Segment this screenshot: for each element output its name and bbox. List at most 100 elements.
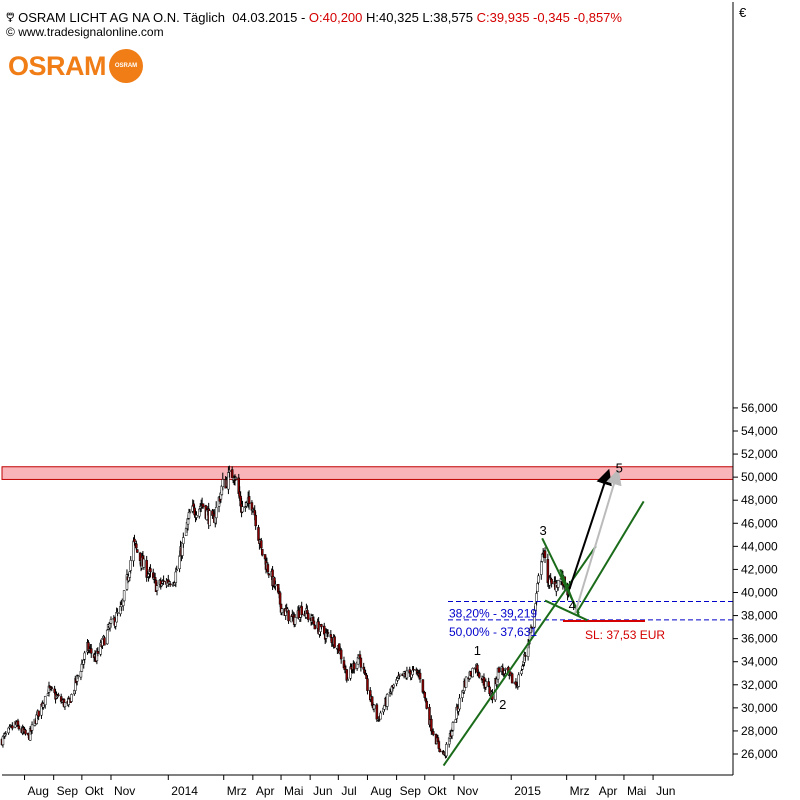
candle-body bbox=[287, 610, 290, 622]
candle-body bbox=[105, 629, 109, 645]
x-tick-label: Apr bbox=[256, 784, 275, 798]
candle-body bbox=[329, 634, 333, 638]
candle-body bbox=[208, 510, 211, 527]
candle-body bbox=[504, 668, 507, 670]
candle-body bbox=[346, 679, 349, 681]
candle-body bbox=[257, 527, 260, 541]
candle-body bbox=[116, 612, 119, 614]
y-tick-label: 52,000 bbox=[741, 447, 778, 461]
candle-body bbox=[379, 712, 382, 720]
candle-body bbox=[300, 606, 303, 616]
y-tick-label: 34,000 bbox=[741, 655, 778, 669]
candle-body bbox=[536, 583, 539, 592]
y-tick-label: 44,000 bbox=[741, 539, 778, 553]
candle-body bbox=[418, 672, 422, 680]
candle-body bbox=[129, 560, 132, 571]
y-tick-label: 30,000 bbox=[741, 701, 778, 715]
candle-body bbox=[221, 479, 225, 487]
candle-body bbox=[16, 720, 20, 726]
candle-body bbox=[375, 704, 379, 720]
candle-body bbox=[83, 652, 86, 660]
candle-body bbox=[534, 603, 537, 612]
candle-body bbox=[198, 508, 201, 517]
candle-body bbox=[267, 573, 271, 576]
x-tick-label: Nov bbox=[114, 784, 135, 798]
candle-body bbox=[80, 663, 84, 672]
projection-arrow bbox=[574, 468, 622, 614]
open-value: O:40,200 bbox=[308, 10, 363, 25]
candle-body bbox=[50, 687, 54, 689]
candle-body bbox=[421, 679, 425, 693]
candle-body bbox=[537, 575, 540, 584]
candle-body bbox=[307, 613, 310, 620]
candle-body bbox=[63, 702, 67, 707]
candle-body bbox=[353, 663, 356, 670]
candle-body bbox=[133, 538, 136, 543]
x-tick-label: Apr bbox=[599, 784, 618, 798]
candle-body bbox=[136, 549, 139, 553]
candle-body bbox=[201, 503, 205, 508]
candle-body bbox=[471, 668, 474, 678]
chart-header: 🜵 OSRAM LICHT AG NA O.N. Täglich 04.03.2… bbox=[6, 10, 622, 25]
trendline bbox=[442, 545, 597, 767]
wave-label: 3 bbox=[540, 523, 547, 538]
candle-body bbox=[149, 568, 152, 573]
candle-body bbox=[76, 675, 80, 678]
candle-body bbox=[478, 672, 481, 678]
x-tick-label: Jun bbox=[313, 784, 332, 798]
candle-body bbox=[168, 583, 172, 586]
candle-body bbox=[385, 694, 389, 707]
candle-body bbox=[178, 555, 181, 569]
candle-body bbox=[326, 632, 330, 634]
candle-body bbox=[182, 537, 185, 544]
candle-body bbox=[438, 748, 442, 753]
candle-body bbox=[278, 592, 282, 605]
candle-body bbox=[423, 692, 427, 698]
fibonacci-label: 50,00% - 37,631 bbox=[449, 625, 537, 639]
wave-label: 4 bbox=[569, 598, 576, 613]
candle-body bbox=[230, 469, 234, 478]
source-attribution: © www.tradesignalonline.com bbox=[6, 25, 164, 39]
candle-body bbox=[451, 722, 455, 731]
candle-body bbox=[109, 619, 113, 624]
candle-body bbox=[188, 511, 192, 514]
candle-body bbox=[370, 696, 374, 706]
x-tick-label: 2015 bbox=[514, 784, 541, 798]
x-tick-label: Jun bbox=[656, 784, 675, 798]
candle-body bbox=[392, 684, 396, 688]
y-tick-label: 42,000 bbox=[741, 562, 778, 576]
candle-body bbox=[312, 620, 316, 625]
bulb-icon: OSRAM bbox=[109, 49, 143, 83]
x-tick-label: Sep bbox=[57, 784, 79, 798]
x-tick-label: Mrz bbox=[227, 784, 247, 798]
copyright-icon: © bbox=[6, 25, 15, 39]
period-label: Täglich bbox=[183, 10, 226, 25]
candle-body bbox=[322, 625, 326, 635]
candle-body bbox=[274, 584, 277, 587]
chart-symbol-icon: 🜵 bbox=[6, 10, 15, 25]
source-url: www.tradesignalonline.com bbox=[18, 25, 164, 39]
low-value: L:38,575 bbox=[422, 10, 474, 25]
candle-body bbox=[187, 512, 191, 519]
candle-body bbox=[535, 593, 538, 603]
x-tick-label: Jul bbox=[341, 784, 356, 798]
candle-body bbox=[186, 518, 190, 525]
x-tick-label: Mrz bbox=[570, 784, 590, 798]
logo-text: OSRAM bbox=[8, 50, 107, 81]
candle-body bbox=[399, 673, 402, 677]
candle-body bbox=[103, 637, 106, 646]
candle-body bbox=[142, 558, 146, 568]
x-tick-label: Mai bbox=[284, 784, 303, 798]
candle-body bbox=[333, 636, 336, 648]
candle-body bbox=[4, 733, 8, 736]
osram-logo: OSRAM OSRAM bbox=[8, 46, 143, 86]
candle-body bbox=[214, 507, 218, 519]
candle-body bbox=[30, 724, 34, 731]
candle-body bbox=[79, 671, 83, 678]
candle-body bbox=[160, 583, 163, 587]
y-tick-label: 38,000 bbox=[741, 609, 778, 623]
y-tick-label: 56,000 bbox=[741, 401, 778, 415]
instrument-name: OSRAM LICHT AG NA O.N. bbox=[18, 10, 180, 25]
x-tick-label: 2014 bbox=[171, 784, 198, 798]
candle-body bbox=[280, 608, 284, 613]
